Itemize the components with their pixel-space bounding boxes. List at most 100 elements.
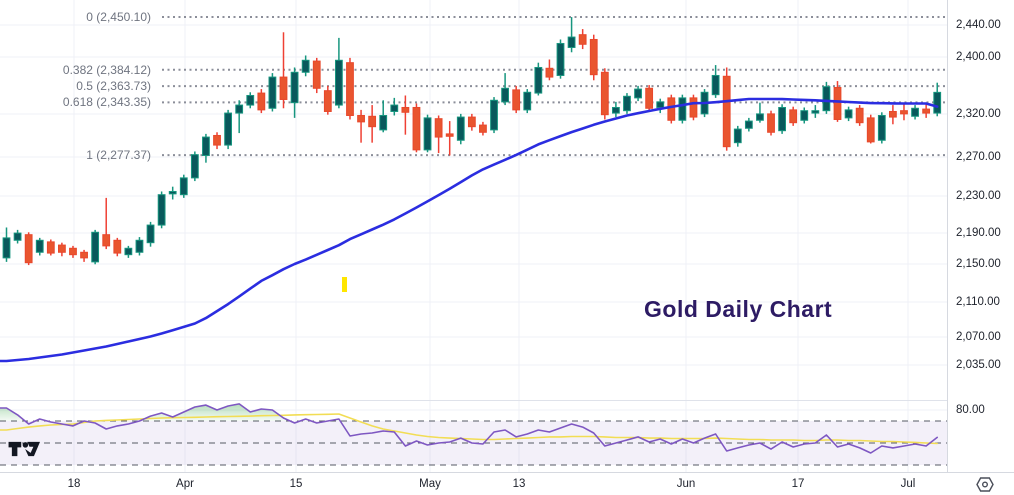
- candle-body: [877, 114, 886, 141]
- chart-canvas[interactable]: [0, 0, 947, 472]
- highlight-mark[interactable]: [342, 277, 347, 292]
- price-axis-label: 2,035.00: [956, 359, 1001, 371]
- candle-body: [744, 120, 753, 129]
- candle-body: [179, 177, 188, 196]
- candle-body: [257, 92, 266, 111]
- candle-body: [512, 89, 521, 111]
- rsi-overbought-fill: [0, 403, 341, 421]
- candle-body: [900, 110, 908, 115]
- candle-body: [202, 136, 210, 156]
- candle-body: [290, 71, 299, 104]
- candle-body: [567, 36, 576, 48]
- candle-body: [69, 247, 77, 256]
- candle-body: [600, 71, 609, 116]
- candle-body: [833, 86, 842, 120]
- candle-body: [722, 75, 731, 148]
- time-axis-label: May: [419, 478, 441, 490]
- candle-body: [634, 88, 642, 99]
- candle-body: [545, 67, 554, 78]
- candle-body: [91, 231, 100, 263]
- pane-separator[interactable]: [0, 400, 1014, 401]
- candle-body: [80, 251, 88, 259]
- time-axis-label: Jun: [676, 478, 696, 490]
- candles-layer: [2, 17, 942, 266]
- candle-body: [667, 97, 676, 121]
- candle-body: [113, 239, 122, 254]
- candle-body: [733, 128, 742, 144]
- candle-body: [24, 234, 33, 264]
- time-axis[interactable]: [0, 472, 1014, 495]
- candle-body: [2, 237, 11, 259]
- candle-body: [556, 42, 565, 76]
- tradingview-logo-icon[interactable]: [8, 441, 40, 457]
- candle-body: [335, 59, 343, 106]
- candle-body: [312, 60, 321, 89]
- fib-level-label: 0 (2,450.10): [86, 10, 151, 24]
- fib-level-label: 0.618 (2,343.35): [62, 95, 151, 110]
- price-axis-label: 2,440.00: [956, 19, 1001, 31]
- candle-body: [612, 106, 620, 114]
- time-axis-label: Apr: [176, 478, 194, 490]
- candle-body: [656, 101, 665, 108]
- candle-body: [124, 247, 133, 256]
- candle-body: [855, 107, 864, 124]
- candle-body: [190, 154, 199, 179]
- candle-body: [822, 86, 831, 112]
- price-axis[interactable]: 2,355.90 2,338.15 55.09 49.53: [947, 0, 1014, 495]
- settings-icon[interactable]: [976, 477, 994, 492]
- candle-body: [246, 94, 255, 106]
- ma-line[interactable]: [0, 97, 939, 363]
- candle-body: [58, 244, 66, 253]
- rsi-line[interactable]: [0, 403, 938, 454]
- candle-body: [390, 104, 399, 112]
- candle-body: [534, 66, 543, 94]
- price-axis-label: 2,150.00: [956, 258, 1001, 270]
- candle-body: [224, 112, 232, 146]
- candle-body: [135, 239, 144, 253]
- candle-body: [844, 109, 853, 119]
- price-axis-label: 2,400.00: [956, 51, 1001, 63]
- candle-body: [368, 115, 377, 128]
- time-axis-label: 18: [67, 478, 81, 490]
- candle-body: [434, 118, 443, 138]
- candle-body: [711, 74, 720, 96]
- rsi-axis-label: 80.00: [956, 404, 985, 416]
- candle-body: [811, 110, 820, 114]
- price-axis-label: 2,230.00: [956, 190, 1001, 202]
- candle-body: [767, 113, 775, 133]
- candle-body: [357, 114, 365, 123]
- price-axis-label: 2,320.00: [956, 108, 1001, 120]
- candle-body: [578, 34, 587, 45]
- time-axis-label: 13: [512, 478, 526, 490]
- candle-body: [456, 116, 465, 141]
- candle-body: [490, 99, 498, 131]
- candle-body: [501, 87, 510, 103]
- rsi-ma-line[interactable]: [0, 413, 938, 445]
- candle-body: [445, 133, 454, 137]
- candle-body: [401, 106, 410, 113]
- candle-body: [866, 117, 875, 143]
- price-axis-label: 2,190.00: [956, 227, 1001, 239]
- candle-body: [301, 59, 310, 73]
- candle-body: [213, 134, 221, 146]
- candle-body: [412, 106, 421, 151]
- candle-body: [689, 97, 698, 118]
- candle-body: [467, 116, 476, 128]
- time-axis-label: 17: [791, 478, 805, 490]
- candle-body: [268, 76, 277, 109]
- candle-body: [889, 110, 897, 118]
- candle-body: [13, 232, 22, 241]
- fib-level-label: 0.5 (2,363.73): [76, 79, 151, 94]
- candle-body: [789, 109, 798, 124]
- candle-body: [933, 91, 942, 114]
- candle-body: [157, 194, 166, 226]
- time-axis-label: 15: [289, 478, 303, 490]
- fib-level-label: 1 (2,277.37): [86, 148, 151, 163]
- candle-body: [479, 124, 487, 133]
- candle-body: [423, 117, 432, 151]
- price-axis-label: 2,110.00: [956, 296, 1000, 308]
- candle-body: [323, 90, 332, 112]
- candle-body: [645, 87, 654, 109]
- candle-body: [235, 104, 244, 114]
